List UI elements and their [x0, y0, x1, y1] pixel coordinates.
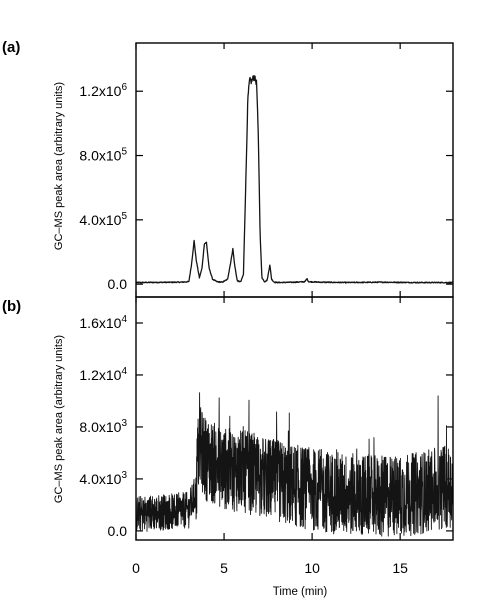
panel-b-x-tick-label: 10 [304, 560, 320, 576]
panel-b-y-tick-label: 1.6x104 [79, 314, 127, 331]
panel-a-y-tick-label: 4.0x105 [79, 211, 127, 228]
panel-b-frame [135, 296, 454, 541]
x-axis-title: Time (min) [273, 586, 328, 598]
panel-a-y-tick-label: 8.0x105 [79, 147, 127, 164]
panel-a: (a) GC–MS peak area (arbitrary units) 0.… [2, 39, 454, 298]
panel-b-y-ticks: 0.0 4.0x103 8.0x103 1.2x104 1.6x104 [79, 314, 453, 539]
panel-b: (b) GC–MS peak area (arbitrary units) 0.… [2, 43, 454, 598]
panel-a-letter: (a) [2, 39, 20, 56]
panel-a-trace [135, 75, 454, 284]
panel-b-x-ticks: 0 5 10 15 [132, 43, 408, 576]
panel-a-y-axis-title: GC–MS peak area (arbitrary units) [53, 82, 65, 250]
panel-a-y-tick-label: 0.0 [108, 276, 128, 292]
panel-b-series-line [135, 392, 454, 537]
panel-b-y-tick-label: 0.0 [108, 523, 128, 539]
panel-b-y-tick-label: 1.2x104 [79, 366, 127, 383]
panel-b-y-axis-title: GC–MS peak area (arbitrary units) [53, 335, 65, 503]
panel-a-frame [135, 42, 454, 298]
panel-b-x-tick-label: 0 [132, 560, 140, 576]
panel-b-letter: (b) [2, 298, 21, 315]
panel-a-y-ticks: 0.0 4.0x105 8.0x105 1.2x106 [79, 82, 453, 292]
panel-b-y-tick-label: 8.0x103 [79, 418, 127, 435]
panel-b-x-tick-label: 5 [220, 560, 228, 576]
panel-b-y-tick-label: 4.0x103 [79, 470, 127, 487]
panel-a-y-tick-label: 1.2x106 [79, 82, 127, 99]
panel-b-trace [135, 392, 454, 537]
panel-b-x-tick-label: 15 [392, 560, 408, 576]
panel-a-series-line [135, 75, 454, 284]
